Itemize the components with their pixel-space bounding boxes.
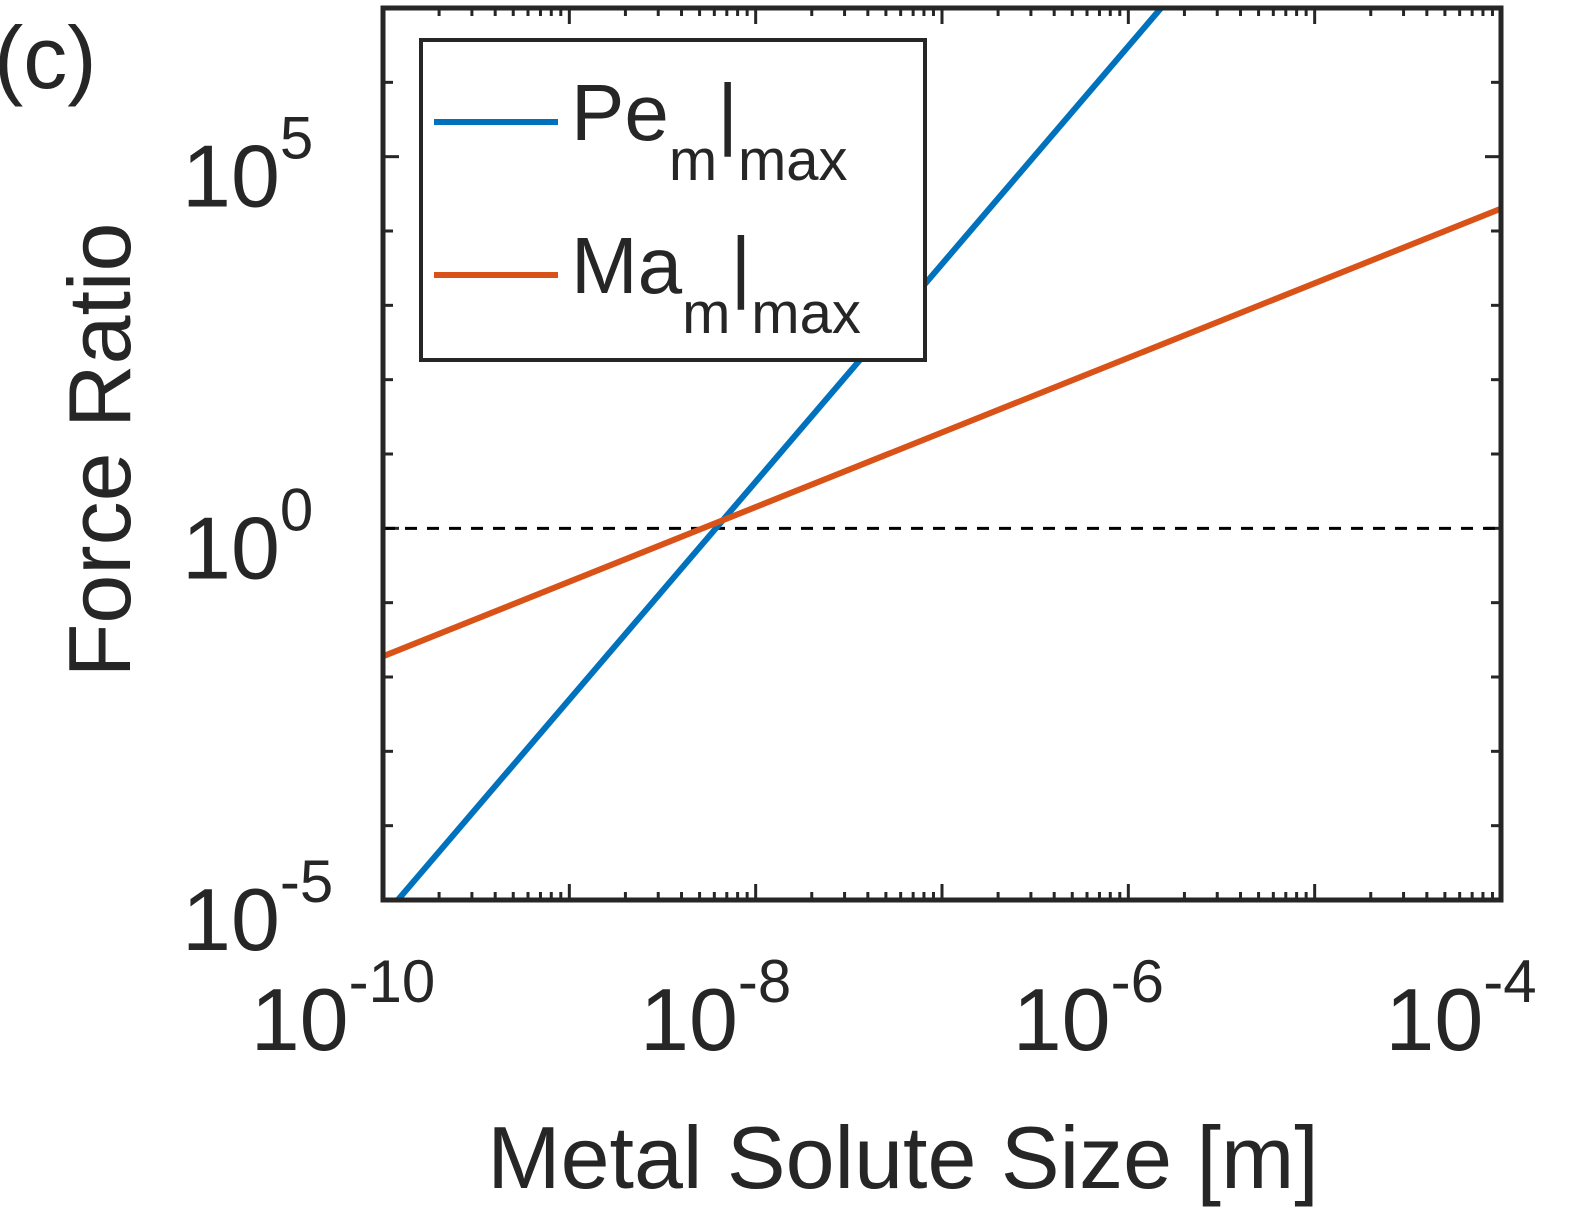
- x-tick-exponent: -6: [1111, 948, 1164, 1015]
- y-tick-exponent: 5: [280, 105, 313, 172]
- y-tick-base: 10: [182, 127, 280, 226]
- y-tick-label: 10-5: [182, 848, 333, 969]
- legend-pe-main: Pe: [571, 68, 669, 157]
- y-tick-base: 10: [182, 870, 280, 969]
- x-tick-base: 10: [1385, 970, 1483, 1069]
- legend-entry-pe: Pem|max: [571, 68, 848, 193]
- x-tick-base: 10: [251, 970, 349, 1069]
- x-tick-label: 10-10: [251, 948, 436, 1069]
- x-tick-label: 10-4: [1385, 948, 1536, 1069]
- y-tick-exponent: -5: [280, 848, 333, 915]
- legend-ma-main: Ma: [571, 221, 683, 310]
- axes-box: [380, 5, 1504, 903]
- x-tick-exponent: -10: [349, 948, 436, 1015]
- legend-ma-sub1: m: [682, 281, 730, 346]
- y-tick-base: 10: [182, 498, 280, 597]
- series-line-ma: [381, 205, 1503, 660]
- x-tick-exponent: -4: [1483, 948, 1536, 1015]
- y-tick-exponent: 0: [280, 476, 313, 543]
- x-tick-label: 10-6: [1013, 948, 1164, 1069]
- legend-entry-ma: Mam|max: [571, 221, 861, 346]
- series-line-pe: [395, 6, 1164, 902]
- y-tick-label: 100: [182, 476, 313, 597]
- y-tick-label: 105: [182, 105, 313, 226]
- legend-ma-bar: |: [730, 221, 751, 310]
- x-tick-base: 10: [640, 970, 738, 1069]
- x-tick-base: 10: [1013, 970, 1111, 1069]
- series-group: [381, 6, 1503, 902]
- legend-ma-sub2: max: [751, 281, 861, 346]
- x-tick-exponent: -8: [738, 948, 791, 1015]
- x-axis-label: Metal Solute Size [m]: [487, 1108, 1318, 1207]
- legend-pe-sub1: m: [669, 128, 717, 193]
- legend-pe-sub2: max: [738, 128, 848, 193]
- legend-box: [419, 38, 927, 362]
- x-tick-label: 10-8: [640, 948, 791, 1069]
- legend-pe-bar: |: [717, 68, 738, 157]
- legend: Pem|max Mam|max: [419, 38, 927, 362]
- y-axis-label: Force Ratio: [50, 223, 149, 678]
- panel-label: (c): [0, 8, 97, 107]
- x-tick-labels: 10-10 10-8 10-6 10-4: [251, 948, 1537, 1069]
